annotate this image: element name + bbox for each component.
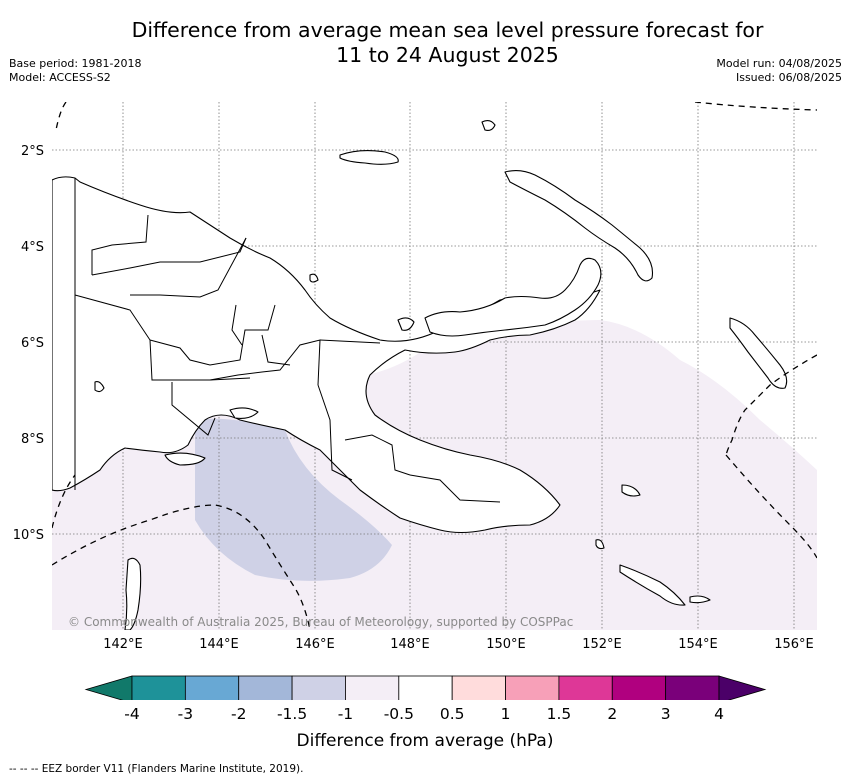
model-run: Model run: 04/08/2025 [716, 57, 842, 70]
province-borders [74, 178, 501, 503]
island [689, 595, 711, 604]
anomaly-field-lavender [195, 418, 392, 581]
colorbar-box [611, 675, 667, 700]
lon-label: 154°E [678, 637, 718, 652]
new-hanover-coast [481, 119, 496, 131]
island [621, 484, 641, 497]
new-ireland-coast [504, 169, 654, 282]
colorbar-extend-high [718, 675, 767, 700]
colorbar-extend-low [84, 675, 133, 700]
lon-label: 156°E [774, 637, 814, 652]
colorbar-tick-label: 0.5 [439, 705, 465, 723]
island [397, 317, 415, 331]
meta-left: Base period: 1981-2018 Model: ACCESS-S2 [9, 57, 141, 85]
lat-label: 2°S [21, 144, 44, 159]
bougainville-coast [729, 317, 788, 389]
forecast-map: © Commonwealth of Australia 2025, Bureau… [13, 102, 817, 700]
model-name: Model: ACCESS-S2 [9, 71, 111, 84]
eez-borders [52, 102, 817, 630]
colorbar-box [291, 675, 346, 700]
island [229, 407, 259, 419]
meta-right: Model run: 04/08/2025 Issued: 06/08/2025 [716, 57, 842, 85]
colorbar [84, 675, 767, 700]
new-guinea-coast [52, 176, 601, 534]
colorbar-box [345, 675, 400, 700]
new-britain-coast [424, 257, 602, 337]
colorbar-tick-label: 1 [500, 705, 511, 723]
island [595, 539, 605, 550]
title-line-2: 11 to 24 August 2025 [336, 43, 559, 67]
title-line-1: Difference from average mean sea level p… [131, 18, 764, 42]
lat-label: 4°S [21, 240, 44, 255]
colorbar-box [505, 675, 560, 700]
colorbar-box [184, 675, 240, 700]
lat-label: 8°S [21, 432, 44, 447]
lon-label: 142°E [103, 637, 143, 652]
copyright-text: © Commonwealth of Australia 2025, Bureau… [68, 615, 573, 629]
colorbar-tick-label: -1.5 [276, 705, 308, 723]
map-plot-area: © Commonwealth of Australia 2025, Bureau… [52, 102, 817, 630]
lon-label: 144°E [199, 637, 239, 652]
colorbar-box [238, 675, 293, 700]
manus-coast [339, 149, 399, 165]
colorbar-tick-label: -0.5 [383, 705, 414, 723]
colorbar-box [451, 675, 506, 700]
island [619, 564, 686, 606]
base-period: Base period: 1981-2018 [9, 57, 142, 70]
lat-label: 10°S [13, 528, 44, 543]
eez-legend-footer: -- -- -- EEZ border V11 (Flanders Marine… [9, 763, 304, 775]
island [164, 452, 206, 466]
colorbar-tick-label: 1.5 [546, 705, 572, 723]
chart-title: Difference from average mean sea level p… [0, 18, 850, 68]
longitude-labels: 142°E 144°E 146°E 148°E 150°E 152°E 154°… [103, 637, 814, 652]
lat-label: 6°S [21, 336, 44, 351]
island [309, 273, 319, 283]
colorbar-tick-label: 3 [660, 705, 671, 723]
coastlines [52, 119, 788, 630]
lon-label: 148°E [390, 637, 430, 652]
latitude-labels: 2°S 4°S 6°S 8°S 10°S [13, 144, 44, 543]
colorbar-tick-label: -2 [230, 705, 247, 723]
colorbar-box [398, 675, 453, 700]
island [94, 381, 105, 393]
lon-label: 146°E [295, 637, 335, 652]
lon-label: 152°E [582, 637, 622, 652]
colorbar-box [558, 675, 613, 700]
colorbar-tick-label: -4 [124, 705, 140, 723]
issued-date: Issued: 06/08/2025 [735, 71, 842, 84]
colorbar-box [665, 675, 720, 700]
cape-york-coast [124, 557, 142, 630]
colorbar-tick-label: -3 [177, 705, 194, 723]
colorbar-tick-label: 4 [714, 705, 724, 723]
colorbar-tick-label: 2 [607, 705, 618, 723]
lon-label: 150°E [486, 637, 526, 652]
colorbar-label: Difference from average (hPa) [296, 731, 554, 751]
colorbar-tick-label: -1 [337, 705, 354, 723]
colorbar-box [131, 675, 186, 700]
